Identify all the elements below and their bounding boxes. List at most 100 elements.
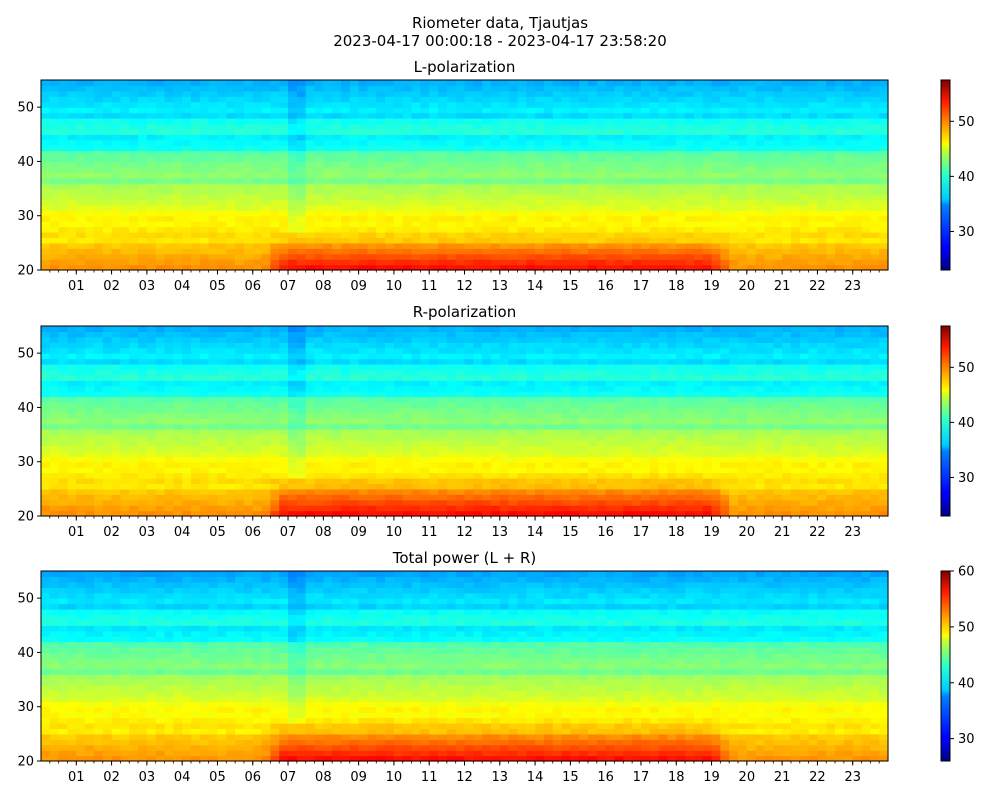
heatmap-cell xyxy=(94,364,103,370)
heatmap-cell xyxy=(844,91,853,97)
heatmap-cell xyxy=(350,391,359,397)
heatmap-cell xyxy=(50,210,59,216)
heatmap-cell xyxy=(262,199,271,205)
heatmap-cell xyxy=(676,129,685,135)
heatmap-cell xyxy=(782,254,791,260)
heatmap-cell xyxy=(226,216,235,222)
heatmap-cell xyxy=(403,467,412,473)
heatmap-cell xyxy=(235,145,244,151)
heatmap-cell xyxy=(288,232,297,238)
heatmap-cell xyxy=(235,429,244,435)
heatmap-cell xyxy=(235,113,244,119)
heatmap-cell xyxy=(376,500,385,506)
heatmap-cell xyxy=(200,205,209,211)
heatmap-cell xyxy=(870,172,879,178)
heatmap-cell xyxy=(253,178,262,184)
heatmap-cell xyxy=(597,189,606,195)
heatmap-cell xyxy=(50,440,59,446)
heatmap-cell xyxy=(438,199,447,205)
heatmap-cell xyxy=(323,102,332,108)
heatmap-cell xyxy=(85,348,94,354)
heatmap-cell xyxy=(491,227,500,233)
heatmap-cell xyxy=(85,429,94,435)
heatmap-cell xyxy=(59,237,68,243)
heatmap-cell xyxy=(200,342,209,348)
heatmap-cell xyxy=(491,254,500,260)
x-tick-label: 02 xyxy=(103,279,120,294)
heatmap-cell xyxy=(76,183,85,189)
heatmap-cell xyxy=(703,178,712,184)
heatmap-cell xyxy=(288,189,297,195)
heatmap-cell xyxy=(659,151,668,157)
heatmap-cell xyxy=(41,407,50,413)
heatmap-cell xyxy=(738,259,747,265)
heatmap-cell xyxy=(853,183,862,189)
heatmap-cell xyxy=(67,183,76,189)
heatmap-cell xyxy=(712,227,721,233)
heatmap-cell xyxy=(306,167,315,173)
heatmap-cell xyxy=(156,151,165,157)
heatmap-cell xyxy=(650,210,659,216)
heatmap-cell xyxy=(306,489,315,495)
heatmap-cell xyxy=(359,91,368,97)
heatmap-cell xyxy=(244,505,253,511)
heatmap-cell xyxy=(306,210,315,216)
heatmap-cell xyxy=(650,145,659,151)
heatmap-cell xyxy=(67,118,76,124)
heatmap-cell xyxy=(209,500,218,506)
heatmap-cell xyxy=(614,221,623,227)
heatmap-cell xyxy=(482,118,491,124)
heatmap-cell xyxy=(482,140,491,146)
heatmap-cell xyxy=(226,473,235,479)
heatmap-cell xyxy=(332,237,341,243)
heatmap-cell xyxy=(429,161,438,167)
heatmap-cell xyxy=(129,326,138,332)
heatmap-cell xyxy=(429,140,438,146)
heatmap-cell xyxy=(341,91,350,97)
heatmap-cell xyxy=(120,145,129,151)
heatmap-cell xyxy=(156,96,165,102)
heatmap-cell xyxy=(623,232,632,238)
heatmap-cell xyxy=(712,183,721,189)
heatmap-cell xyxy=(341,369,350,375)
heatmap-cell xyxy=(323,369,332,375)
heatmap-cell xyxy=(359,167,368,173)
heatmap-cell xyxy=(500,189,509,195)
heatmap-cell xyxy=(800,216,809,222)
heatmap-cell xyxy=(244,254,253,260)
heatmap-cell xyxy=(809,243,818,249)
heatmap-cell xyxy=(632,151,641,157)
heatmap-cell xyxy=(491,145,500,151)
heatmap-cell xyxy=(235,456,244,462)
heatmap-cell xyxy=(191,435,200,441)
heatmap-cell xyxy=(94,413,103,419)
heatmap-cell xyxy=(500,85,509,91)
heatmap xyxy=(41,80,889,271)
heatmap-cell xyxy=(597,248,606,254)
heatmap-cell xyxy=(209,424,218,430)
heatmap-cell xyxy=(67,107,76,113)
heatmap-cell xyxy=(59,134,68,140)
heatmap-cell xyxy=(403,397,412,403)
heatmap-cell xyxy=(270,227,279,233)
heatmap-cell xyxy=(306,183,315,189)
heatmap-cell xyxy=(200,254,209,260)
heatmap-cell xyxy=(323,386,332,392)
heatmap-cell xyxy=(165,424,174,430)
heatmap-cell xyxy=(182,369,191,375)
x-tick-label: 16 xyxy=(597,279,614,294)
heatmap-cell xyxy=(385,210,394,216)
heatmap-cell xyxy=(509,140,518,146)
heatmap-cell xyxy=(332,118,341,124)
heatmap-cell xyxy=(67,391,76,397)
heatmap-cell xyxy=(297,194,306,200)
heatmap-cell xyxy=(870,248,879,254)
heatmap-cell xyxy=(76,386,85,392)
heatmap-cell xyxy=(191,210,200,216)
heatmap-cell xyxy=(226,331,235,337)
heatmap-cell xyxy=(306,118,315,124)
heatmap-cell xyxy=(482,227,491,233)
heatmap-cell xyxy=(120,85,129,91)
heatmap-cell xyxy=(217,445,226,451)
heatmap-cell xyxy=(385,145,394,151)
